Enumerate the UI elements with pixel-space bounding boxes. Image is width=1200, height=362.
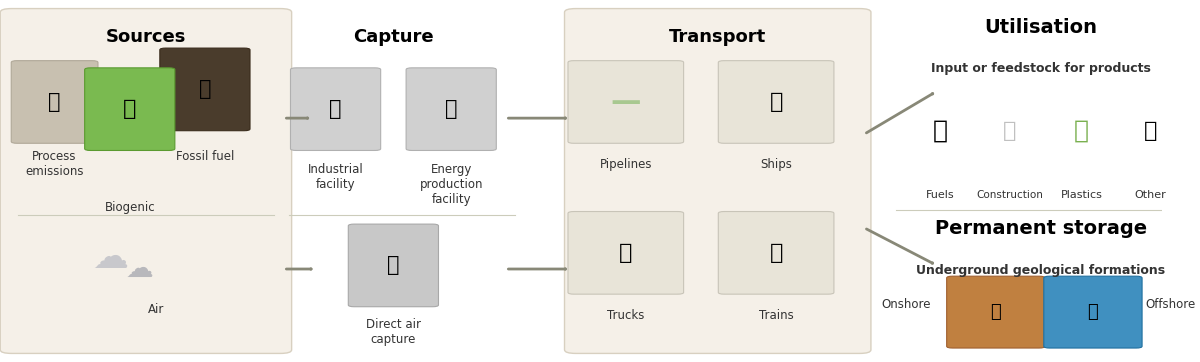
FancyBboxPatch shape — [564, 9, 871, 353]
Text: Onshore: Onshore — [882, 298, 931, 311]
Text: 🚢: 🚢 — [1087, 303, 1098, 321]
Text: Industrial
facility: Industrial facility — [307, 163, 364, 191]
FancyBboxPatch shape — [160, 48, 250, 131]
Text: Fuels: Fuels — [926, 190, 955, 200]
Text: 🏭: 🏭 — [445, 99, 457, 119]
Text: 🚚: 🚚 — [619, 243, 632, 263]
Text: Trains: Trains — [758, 308, 793, 321]
FancyBboxPatch shape — [406, 68, 497, 151]
Text: 🏭: 🏭 — [48, 92, 61, 112]
Text: Biogenic: Biogenic — [104, 201, 155, 214]
Text: 🏛: 🏛 — [1003, 121, 1016, 141]
FancyBboxPatch shape — [568, 61, 684, 143]
FancyBboxPatch shape — [947, 276, 1045, 348]
Text: Pipelines: Pipelines — [600, 157, 652, 171]
Text: 🚢: 🚢 — [769, 92, 782, 112]
Text: Direct air
capture: Direct air capture — [366, 317, 421, 345]
Text: 🚆: 🚆 — [769, 243, 782, 263]
FancyBboxPatch shape — [348, 224, 438, 307]
FancyBboxPatch shape — [719, 211, 834, 294]
FancyBboxPatch shape — [290, 68, 380, 151]
Text: 🏗: 🏗 — [388, 256, 400, 275]
FancyBboxPatch shape — [0, 9, 292, 353]
Text: Construction: Construction — [977, 190, 1043, 200]
Text: Underground geological formations: Underground geological formations — [917, 264, 1165, 277]
Text: Input or feedstock for products: Input or feedstock for products — [931, 63, 1151, 75]
Text: 🏭: 🏭 — [329, 99, 342, 119]
Text: Ships: Ships — [760, 157, 792, 171]
Text: 🌳: 🌳 — [124, 99, 137, 119]
Text: Capture: Capture — [353, 28, 433, 46]
Text: 🛢: 🛢 — [932, 119, 948, 143]
Text: Permanent storage: Permanent storage — [935, 219, 1147, 238]
FancyBboxPatch shape — [1044, 276, 1142, 348]
Text: Energy
production
facility: Energy production facility — [420, 163, 482, 206]
Text: —: — — [611, 88, 641, 117]
Text: Process
emissions: Process emissions — [25, 151, 84, 178]
Text: Sources: Sources — [106, 28, 186, 46]
Text: Other: Other — [1135, 190, 1166, 200]
FancyBboxPatch shape — [568, 211, 684, 294]
Text: Transport: Transport — [668, 28, 766, 46]
Text: Offshore: Offshore — [1145, 298, 1195, 311]
Text: Utilisation: Utilisation — [984, 17, 1098, 37]
Text: Fossil fuel: Fossil fuel — [175, 151, 234, 164]
Text: 🗑: 🗑 — [1074, 119, 1088, 143]
FancyBboxPatch shape — [85, 68, 175, 151]
Text: Plastics: Plastics — [1061, 190, 1103, 200]
Text: ☁: ☁ — [92, 241, 128, 275]
Text: ⛏: ⛏ — [199, 79, 211, 100]
FancyBboxPatch shape — [719, 61, 834, 143]
FancyBboxPatch shape — [11, 61, 98, 143]
Text: Trucks: Trucks — [607, 308, 644, 321]
Text: ☁: ☁ — [125, 255, 152, 283]
Text: Air: Air — [148, 303, 164, 316]
Text: 🧪: 🧪 — [1144, 121, 1158, 141]
Text: 🏭: 🏭 — [990, 303, 1001, 321]
